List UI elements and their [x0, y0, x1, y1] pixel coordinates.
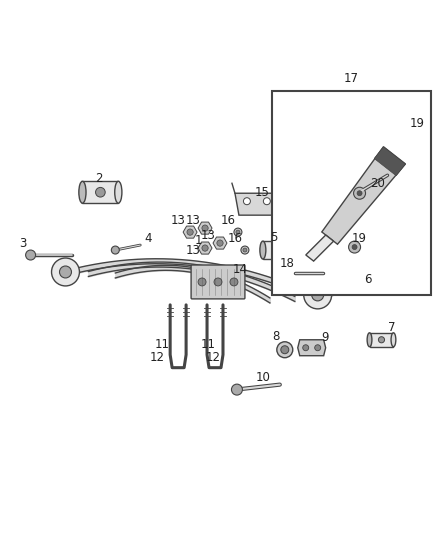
Text: 3: 3: [19, 237, 26, 249]
Circle shape: [403, 132, 411, 140]
Polygon shape: [198, 242, 212, 254]
Text: 19: 19: [410, 117, 425, 130]
Text: 19: 19: [352, 232, 367, 245]
Circle shape: [52, 258, 79, 286]
Ellipse shape: [391, 333, 396, 347]
Ellipse shape: [290, 241, 296, 259]
Circle shape: [299, 266, 306, 273]
Circle shape: [95, 188, 105, 197]
Bar: [263, 241, 293, 259]
Text: 7: 7: [388, 321, 395, 334]
Circle shape: [295, 262, 311, 278]
Circle shape: [214, 278, 222, 286]
Text: 11: 11: [201, 338, 215, 351]
Polygon shape: [306, 235, 334, 261]
Ellipse shape: [115, 181, 122, 203]
Bar: [82, 181, 118, 203]
Circle shape: [312, 289, 324, 301]
Text: 16: 16: [220, 214, 236, 227]
Polygon shape: [374, 147, 406, 176]
Text: 13: 13: [186, 244, 201, 256]
Circle shape: [230, 278, 238, 286]
Circle shape: [352, 245, 357, 249]
Circle shape: [60, 266, 71, 278]
Circle shape: [217, 240, 223, 246]
Circle shape: [198, 278, 206, 286]
Text: 13: 13: [171, 214, 186, 227]
Circle shape: [399, 126, 417, 144]
Circle shape: [353, 187, 366, 199]
Circle shape: [277, 342, 293, 358]
Circle shape: [244, 198, 251, 205]
Circle shape: [231, 384, 242, 395]
Circle shape: [202, 225, 208, 231]
FancyBboxPatch shape: [191, 265, 245, 299]
Circle shape: [236, 230, 240, 234]
Text: 4: 4: [145, 232, 152, 245]
Bar: [370, 333, 393, 347]
Text: 1: 1: [194, 233, 202, 247]
Text: 18: 18: [279, 256, 294, 270]
Text: 5: 5: [270, 231, 278, 244]
Circle shape: [243, 248, 247, 252]
Text: 13: 13: [201, 229, 215, 241]
Circle shape: [187, 229, 193, 235]
Circle shape: [349, 241, 360, 253]
Text: 15: 15: [254, 185, 269, 199]
Polygon shape: [213, 237, 227, 249]
Text: 8: 8: [272, 330, 279, 343]
Ellipse shape: [260, 241, 266, 259]
Circle shape: [263, 198, 270, 205]
Circle shape: [314, 345, 321, 351]
Circle shape: [25, 250, 35, 260]
Text: 12: 12: [150, 351, 165, 364]
Circle shape: [281, 346, 289, 354]
Circle shape: [241, 246, 249, 254]
Polygon shape: [235, 193, 279, 215]
Circle shape: [234, 228, 242, 236]
Text: 13: 13: [186, 214, 201, 227]
Circle shape: [357, 191, 362, 196]
Ellipse shape: [367, 333, 372, 347]
Text: 16: 16: [227, 232, 243, 245]
Circle shape: [303, 345, 309, 351]
Text: 11: 11: [155, 338, 170, 351]
Ellipse shape: [79, 181, 86, 203]
Polygon shape: [322, 147, 406, 244]
Circle shape: [274, 246, 282, 254]
Text: 2: 2: [95, 172, 102, 185]
Text: 12: 12: [205, 351, 220, 364]
Polygon shape: [298, 340, 326, 356]
Circle shape: [111, 246, 119, 254]
Circle shape: [304, 281, 332, 309]
Circle shape: [378, 337, 385, 343]
Text: 10: 10: [255, 371, 270, 384]
Text: 9: 9: [321, 332, 328, 344]
Polygon shape: [198, 222, 212, 234]
Text: 14: 14: [233, 263, 247, 277]
Circle shape: [354, 285, 365, 295]
Circle shape: [202, 245, 208, 251]
Text: 17: 17: [344, 72, 359, 85]
Text: 6: 6: [364, 273, 371, 286]
Polygon shape: [183, 226, 197, 238]
Text: 20: 20: [370, 177, 385, 190]
Bar: [272, 91, 431, 295]
